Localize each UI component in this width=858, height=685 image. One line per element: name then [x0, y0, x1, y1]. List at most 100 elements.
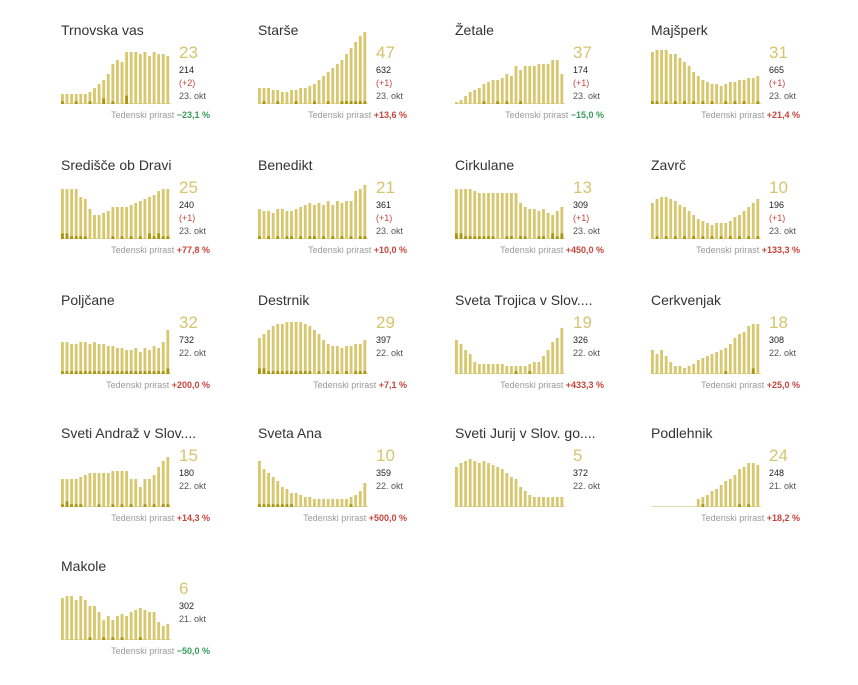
- bar: [655, 199, 659, 239]
- weekly-growth-value: +7,1 %: [378, 380, 407, 390]
- bar: [756, 465, 760, 507]
- bar: [322, 76, 326, 104]
- bar: [102, 473, 106, 507]
- bar: [747, 78, 751, 104]
- bar: [143, 479, 147, 507]
- bar: [157, 191, 161, 239]
- bar: [510, 366, 513, 374]
- weekly-growth: Tedenski prirast −50,0 %: [61, 646, 210, 656]
- weekly-growth: Tedenski prirast +18,2 %: [651, 513, 800, 523]
- bar: [74, 189, 78, 239]
- bar: [303, 205, 307, 239]
- bar: [751, 203, 755, 239]
- active-cases-value: 6: [179, 579, 189, 598]
- bar: [93, 88, 96, 104]
- municipality-name: Podlehnik: [651, 425, 713, 441]
- bar: [542, 497, 545, 507]
- bar-new-cases: [83, 236, 87, 239]
- bar: [491, 193, 495, 239]
- bar: [345, 499, 348, 507]
- bar: [271, 90, 275, 104]
- bar: [664, 50, 668, 104]
- bar: [651, 203, 654, 239]
- bar: [317, 334, 321, 374]
- bar: [358, 189, 362, 239]
- bar: [138, 54, 142, 104]
- bar: [560, 74, 564, 104]
- date-label: 23. okt: [179, 91, 207, 101]
- bar-new-cases: [111, 371, 115, 374]
- bar: [331, 346, 335, 374]
- bar: [710, 491, 714, 507]
- weekly-growth-value: +13,6 %: [373, 110, 407, 120]
- bar-new-cases: [161, 236, 165, 239]
- bar: [116, 60, 119, 104]
- bar: [258, 209, 261, 239]
- bar-new-cases: [473, 236, 477, 239]
- bar: [138, 487, 142, 507]
- bar: [335, 201, 339, 239]
- bar: [655, 354, 659, 374]
- bar: [331, 499, 335, 507]
- bar: [157, 54, 161, 104]
- bar: [308, 86, 312, 104]
- bar: [308, 497, 312, 507]
- bar: [555, 60, 559, 104]
- bar: [756, 324, 760, 374]
- bar: [487, 82, 490, 104]
- municipality-card: Sveti Jurij v Slov. go.... 5 372 22. okt: [455, 425, 635, 545]
- bar-new-cases: [326, 371, 330, 374]
- bar: [664, 356, 668, 374]
- bar: [701, 497, 705, 507]
- bar: [157, 348, 161, 374]
- weekly-growth: Tedenski prirast +433,3 %: [455, 380, 604, 390]
- bar-new-cases: [271, 371, 275, 374]
- bar: [523, 491, 527, 507]
- bar: [271, 213, 275, 239]
- bar: [660, 350, 664, 374]
- total-cases: 302: [179, 601, 195, 611]
- bar: [455, 189, 458, 239]
- bar: [79, 342, 83, 374]
- bar: [285, 322, 289, 374]
- bar: [152, 475, 156, 507]
- weekly-growth-label: Tedenski prirast: [701, 513, 765, 523]
- bar: [161, 54, 165, 104]
- active-cases-value: 10: [376, 446, 395, 465]
- bar: [473, 461, 477, 507]
- bar: [70, 479, 74, 507]
- bar-new-cases: [519, 236, 523, 239]
- bar-new-cases: [125, 95, 129, 104]
- bar: [102, 213, 106, 239]
- bar: [464, 461, 468, 507]
- daily-change: (+1): [179, 213, 196, 223]
- bar-new-cases: [491, 236, 495, 239]
- bar: [294, 493, 298, 507]
- bar: [505, 74, 509, 104]
- daily-change: (+2): [179, 78, 196, 88]
- daily-change: (+1): [376, 78, 393, 88]
- bar: [363, 185, 367, 239]
- bar: [532, 209, 536, 239]
- municipality-card: Podlehnik 24 248 21. okt Tedenski prirast +1…: [651, 425, 831, 545]
- bar: [728, 344, 732, 374]
- bar: [134, 479, 138, 507]
- bar: [546, 350, 550, 374]
- bar: [340, 60, 344, 104]
- bar-new-cases: [349, 101, 353, 104]
- active-cases-value: 18: [769, 313, 788, 332]
- bar: [496, 80, 500, 104]
- bar-new-cases: [116, 371, 119, 374]
- bar: [111, 207, 115, 239]
- weekly-growth-label: Tedenski prirast: [500, 380, 564, 390]
- bar-chart: [61, 189, 171, 239]
- total-cases: 248: [769, 468, 785, 478]
- bar: [505, 473, 509, 507]
- bar-new-cases: [120, 637, 124, 640]
- weekly-growth-label: Tedenski prirast: [696, 245, 760, 255]
- bar: [303, 497, 307, 507]
- bar-new-cases: [482, 101, 486, 104]
- bar: [262, 88, 266, 104]
- bar: [733, 217, 737, 239]
- bar-new-cases: [340, 236, 344, 239]
